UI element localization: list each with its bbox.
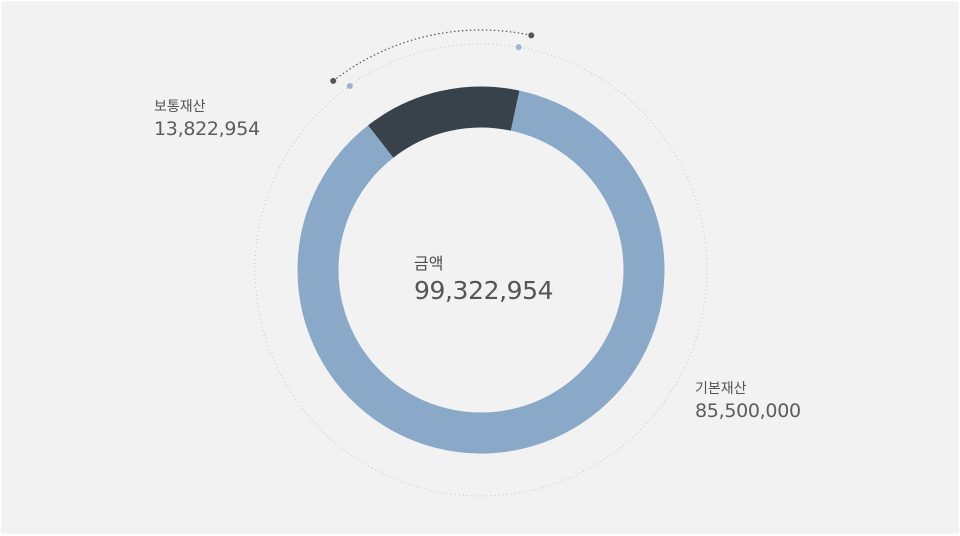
chart-slices [297, 86, 665, 454]
total-name: 금액 [414, 254, 444, 273]
range-start-dot-dark [330, 77, 337, 84]
slice-basic-assets [297, 90, 665, 454]
slice-value-ordinary-assets: 13,822,954 [154, 118, 260, 140]
range-end-dot-light [515, 44, 522, 51]
total-value: 99,322,954 [414, 276, 554, 305]
slice-value-basic-assets: 85,500,000 [695, 400, 801, 422]
slice-label-basic-assets: 기본재산 85,500,000 [695, 380, 801, 424]
range-end-dot-dark [528, 32, 535, 39]
slice-ordinary-assets [368, 86, 520, 159]
total-label: 금액 99,322,954 [414, 254, 554, 308]
range-start-dot-light [346, 83, 353, 90]
slice-name-basic-assets: 기본재산 [695, 381, 747, 397]
slice-label-ordinary-assets: 보통재산 13,822,954 [154, 98, 260, 142]
slice-range-arc [332, 29, 532, 82]
guide-ring [254, 43, 708, 497]
slice-name-ordinary-assets: 보통재산 [154, 99, 206, 115]
chart-guides [254, 29, 708, 497]
